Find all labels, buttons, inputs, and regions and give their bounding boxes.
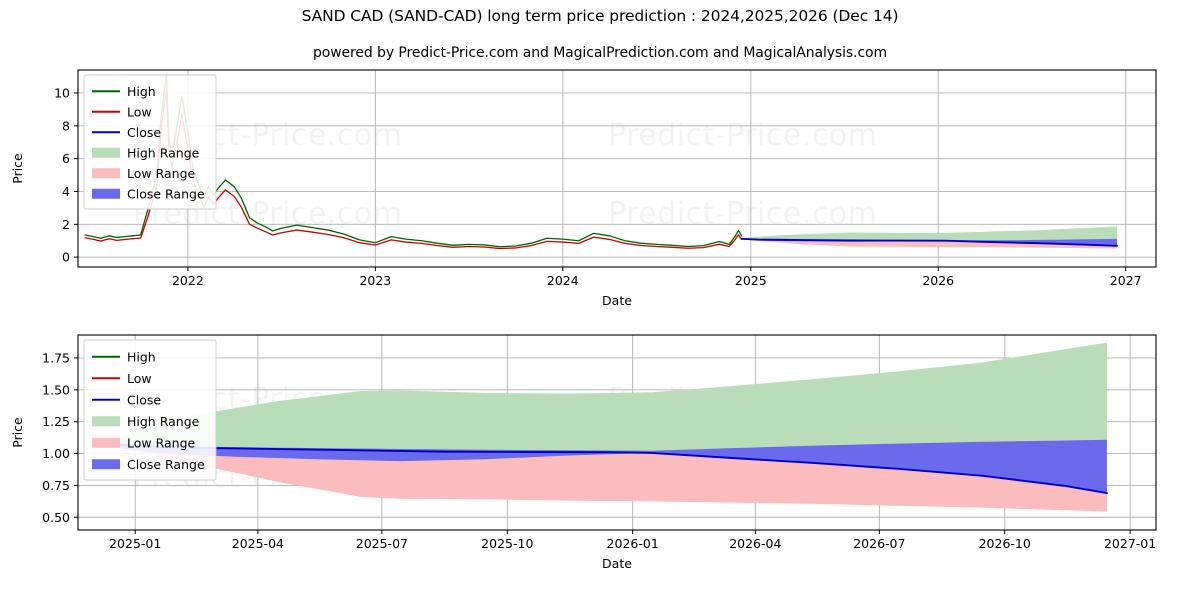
legend-item: Low Range bbox=[92, 435, 196, 450]
y-tick-label: 8 bbox=[62, 118, 70, 133]
overview-chart: Predict-Price.comPredict-Price.comPredic… bbox=[10, 69, 1157, 308]
chart-legend: High Low Close High Range Low Range Close Ran… bbox=[83, 74, 217, 210]
grid-lines bbox=[78, 70, 1156, 267]
legend-item-label: High Range bbox=[127, 145, 200, 160]
legend-item-label: Low bbox=[127, 104, 152, 119]
band-close_range bbox=[110, 439, 1107, 494]
legend-item: High Range bbox=[92, 414, 200, 429]
x-tick-label: 2025-07 bbox=[356, 536, 408, 551]
legend-item-label: High Range bbox=[127, 414, 200, 429]
x-tick-label: 2026 bbox=[922, 273, 954, 288]
legend-patch-swatch bbox=[92, 416, 120, 427]
x-tick-label: 2027 bbox=[1110, 273, 1142, 288]
legend-patch-swatch bbox=[92, 437, 120, 448]
legend-patch-swatch bbox=[92, 459, 120, 470]
legend-item-label: Close Range bbox=[127, 186, 205, 201]
y-tick-label: 1.50 bbox=[42, 382, 70, 397]
y-axis-title: Price bbox=[10, 153, 25, 184]
line-close bbox=[740, 237, 1118, 247]
x-axis: 2025-01 2025-04 2025-07 2025-10 2026-01 2026-… bbox=[109, 530, 1156, 551]
y-tick-label: 0.50 bbox=[42, 510, 70, 525]
legend-item-label: High bbox=[127, 84, 156, 99]
forecast-chart: Predict-Price.comPredict-Price.comPredic… bbox=[10, 334, 1157, 571]
legend-item: Close Range bbox=[92, 186, 205, 201]
band-low_range bbox=[110, 444, 1107, 512]
page-title: SAND CAD (SAND-CAD) long term price pred… bbox=[301, 7, 899, 25]
legend-patch-swatch bbox=[92, 147, 120, 158]
legend-item-label: Low Range bbox=[127, 166, 196, 181]
legend-patch-swatch bbox=[92, 188, 120, 199]
x-axis-title: Date bbox=[602, 293, 632, 308]
legend-patch-swatch bbox=[92, 168, 120, 179]
y-axis: 0.50 0.75 1.00 1.25 1.50 1.75 bbox=[42, 350, 78, 525]
legend-item: Low Range bbox=[92, 166, 196, 181]
watermark: Predict-Price.comPredict-Price.comPredic… bbox=[133, 118, 877, 232]
y-tick-label: 0 bbox=[62, 250, 70, 265]
legend-item-label: Low Range bbox=[127, 435, 196, 450]
x-axis: 2022 2023 2024 2025 2026 2027 bbox=[172, 267, 1142, 288]
legend-item: Low bbox=[92, 104, 152, 119]
x-tick-label: 2026-07 bbox=[853, 536, 905, 551]
legend-item: High Range bbox=[92, 145, 200, 160]
x-tick-label: 2025-01 bbox=[109, 536, 161, 551]
legend-item: Close Range bbox=[92, 457, 205, 472]
x-tick-label: 2026-04 bbox=[729, 536, 781, 551]
x-tick-label: 2025 bbox=[735, 273, 767, 288]
x-tick-label: 2026-01 bbox=[607, 536, 659, 551]
series-lines bbox=[109, 443, 1108, 494]
y-tick-label: 2 bbox=[62, 217, 70, 232]
line-close bbox=[109, 443, 1108, 494]
y-tick-label: 1.25 bbox=[42, 414, 70, 429]
y-tick-label: 10 bbox=[54, 85, 70, 100]
y-tick-label: 1.75 bbox=[42, 350, 70, 365]
legend-item-label: Close bbox=[127, 392, 161, 407]
x-tick-label: 2024 bbox=[547, 273, 579, 288]
range-bands bbox=[110, 342, 1107, 512]
x-tick-label: 2025-10 bbox=[481, 536, 533, 551]
legend-item-label: Close Range bbox=[127, 457, 205, 472]
y-axis: 0 2 4 6 8 10 bbox=[54, 85, 78, 265]
legend-item: High bbox=[92, 349, 156, 364]
legend-item-label: Close bbox=[127, 125, 161, 140]
x-tick-label: 2025-04 bbox=[232, 536, 284, 551]
legend-item-label: High bbox=[127, 349, 156, 364]
band-high_range bbox=[110, 342, 1107, 451]
legend-item-label: Low bbox=[127, 371, 152, 386]
x-tick-label: 2023 bbox=[359, 273, 391, 288]
plot-frame bbox=[77, 334, 1157, 531]
svg-text:Predict-Price.com: Predict-Price.com bbox=[608, 197, 877, 232]
x-tick-label: 2026-10 bbox=[979, 536, 1031, 551]
legend-item: Close bbox=[92, 392, 161, 407]
y-tick-label: 0.75 bbox=[42, 478, 70, 493]
x-axis-title: Date bbox=[602, 556, 632, 571]
y-tick-label: 6 bbox=[62, 151, 70, 166]
y-axis-title: Price bbox=[10, 417, 25, 448]
page-subtitle: powered by Predict-Price.com and Magical… bbox=[312, 45, 888, 61]
svg-text:Predict-Price.com: Predict-Price.com bbox=[608, 118, 877, 153]
chart-legend: High Low Close High Range Low Range Close Ran… bbox=[83, 339, 217, 481]
y-tick-label: 1.00 bbox=[42, 446, 70, 461]
legend-item: High bbox=[92, 84, 156, 99]
legend-item: Low bbox=[92, 371, 152, 386]
x-tick-label: 2022 bbox=[172, 273, 204, 288]
x-tick-label: 2027-01 bbox=[1104, 536, 1156, 551]
legend-item: Close bbox=[92, 125, 161, 140]
y-tick-label: 4 bbox=[62, 184, 70, 199]
band-high_range bbox=[741, 226, 1117, 241]
plot-frame bbox=[77, 69, 1157, 268]
